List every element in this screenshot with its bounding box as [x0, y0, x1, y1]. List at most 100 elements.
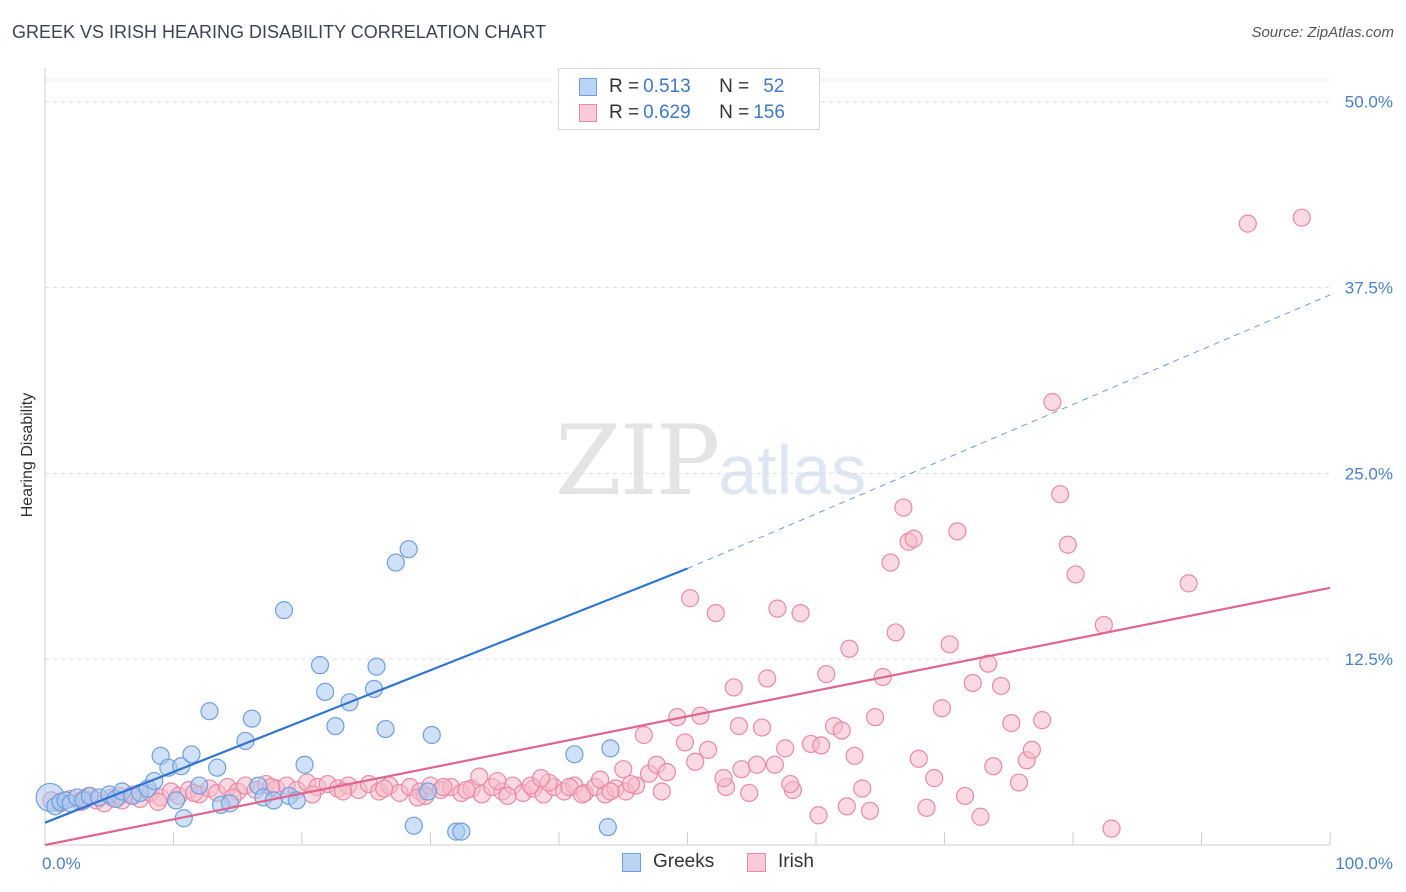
irish-point-145 — [601, 782, 620, 801]
greeks-r-label: R = — [609, 76, 640, 97]
irish-point-104 — [853, 779, 872, 798]
irish-point-89 — [740, 783, 759, 803]
irish-point-71 — [488, 771, 507, 791]
irish-point-76 — [621, 774, 641, 794]
irish-point-136 — [1179, 574, 1198, 593]
irish-n-value: 156 — [753, 102, 785, 123]
greek-point-49 — [452, 822, 471, 841]
irish-point-130 — [1043, 392, 1062, 412]
irish-point-113 — [909, 749, 928, 768]
irish-point-137 — [1238, 214, 1257, 233]
greek-point-45 — [404, 816, 423, 835]
irish-point-92 — [758, 669, 777, 688]
greek-point-51 — [598, 818, 617, 837]
irish-point-116 — [932, 699, 952, 718]
source-label: Source: ZipAtlas.com — [1251, 24, 1394, 41]
stats-row-greeks: R = 0.513 N = 52 — [579, 76, 784, 98]
greeks-trend-extension — [687, 294, 1331, 569]
irish-point-99 — [817, 664, 836, 684]
irish-point-68 — [375, 779, 394, 798]
legend-item-greeks[interactable]: Greeks — [622, 851, 714, 873]
irish-point-96 — [791, 603, 810, 623]
irish-point-152 — [765, 755, 784, 774]
greek-point-52 — [601, 739, 620, 758]
series-legend: Greeks Irish — [0, 851, 1406, 877]
irish-point-149 — [686, 752, 705, 771]
irish-point-87 — [724, 678, 743, 697]
irish-point-79 — [657, 763, 677, 782]
y-tick-label-2: 37.5% — [1345, 279, 1393, 298]
greek-point-24 — [208, 758, 227, 777]
irish-point-82 — [680, 589, 700, 608]
greeks-r-value: 0.513 — [643, 76, 691, 97]
irish-point-98 — [809, 806, 828, 825]
irish-point-120 — [963, 673, 982, 693]
irish-point-110 — [894, 498, 913, 517]
irish-point-123 — [984, 757, 1003, 776]
irish-point-142 — [498, 786, 517, 806]
watermark: ZIPatlas — [555, 405, 866, 517]
irish-point-115 — [925, 769, 944, 788]
irish-point-146 — [614, 760, 633, 779]
irish-point-94 — [776, 739, 795, 758]
y-tick-label-3: 50.0% — [1345, 93, 1393, 112]
greek-point-41 — [367, 657, 386, 676]
irish-r-value: 0.629 — [643, 102, 691, 123]
chart-title: GREEK VS IRISH HEARING DISABILITY CORREL… — [12, 22, 547, 42]
irish-point-144 — [573, 785, 592, 804]
irish-point-133 — [1066, 565, 1085, 584]
greeks-n-value: 52 — [763, 76, 785, 97]
greek-point-18 — [166, 791, 186, 810]
irish-point-66 — [303, 785, 322, 804]
gridlines — [45, 79, 1330, 660]
greek-point-37 — [316, 682, 335, 701]
legend-greeks-label: Greeks — [653, 851, 715, 872]
irish-point-143 — [531, 769, 551, 788]
greek-point-38 — [326, 716, 345, 736]
irish-point-141 — [470, 767, 489, 786]
greek-point-46 — [418, 782, 438, 801]
greeks-n-label: N = — [719, 76, 750, 97]
irish-point-75 — [591, 770, 610, 789]
greek-point-22 — [190, 776, 209, 795]
irish-point-132 — [1058, 535, 1077, 554]
irish-point-102 — [840, 639, 859, 658]
x-tick-label-1: 100.0% — [1335, 854, 1393, 873]
irish-point-112 — [904, 529, 923, 548]
legend-item-irish[interactable]: Irish — [747, 851, 814, 873]
greeks-trend-line — [44, 567, 688, 824]
greek-point-44 — [399, 540, 418, 559]
stats-row-irish: R = 0.629 N = 156 — [579, 102, 785, 124]
axes — [44, 68, 1331, 846]
irish-point-129 — [1033, 711, 1052, 730]
irish-point-118 — [948, 522, 967, 541]
irish-n-label: N = — [719, 102, 750, 123]
legend-greeks-swatch — [622, 852, 641, 872]
y-tick-label-1: 25.0% — [1345, 464, 1393, 483]
irish-point-135 — [1102, 819, 1121, 838]
irish-point-153 — [781, 774, 800, 794]
greek-point-47 — [422, 725, 441, 745]
x-tick-label-0: 0.0% — [42, 854, 81, 873]
greek-point-42 — [376, 719, 395, 739]
irish-point-147 — [634, 725, 653, 745]
irish-point-138 — [1292, 208, 1311, 227]
irish-point-151 — [729, 716, 749, 736]
greek-point-50 — [565, 745, 584, 764]
greek-point-32 — [274, 601, 294, 620]
irish-point-85 — [706, 603, 725, 623]
irish-point-93 — [768, 599, 787, 618]
irish-point-90 — [747, 755, 766, 774]
irish-point-140 — [434, 777, 453, 797]
irish-point-62 — [148, 792, 168, 811]
irish-trend-line — [44, 586, 1331, 847]
irish-point-131 — [1051, 485, 1070, 504]
irish-point-105 — [860, 801, 880, 820]
irish-point-81 — [675, 733, 695, 752]
irish-point-154 — [812, 736, 831, 755]
irish-points — [42, 208, 1311, 838]
irish-swatch — [579, 104, 597, 122]
legend-irish-swatch — [747, 852, 766, 872]
tick-labels: 12.5% 25.0% 37.5% 50.0% 0.0% 100.0% — [42, 93, 1393, 873]
